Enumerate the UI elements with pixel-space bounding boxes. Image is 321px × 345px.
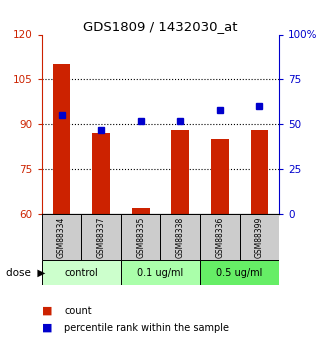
- Text: 0.5 ug/ml: 0.5 ug/ml: [216, 268, 263, 277]
- Bar: [200, 260, 279, 285]
- Bar: [160, 214, 200, 260]
- Text: GSM88336: GSM88336: [215, 217, 224, 258]
- Bar: [42, 214, 81, 260]
- Text: GSM88399: GSM88399: [255, 217, 264, 258]
- Bar: [211, 139, 229, 214]
- Bar: [42, 260, 121, 285]
- Text: GSM88337: GSM88337: [97, 217, 106, 258]
- Text: dose  ▶: dose ▶: [6, 268, 46, 277]
- Bar: [132, 208, 150, 214]
- Text: 0.1 ug/ml: 0.1 ug/ml: [137, 268, 184, 277]
- Text: ■: ■: [42, 323, 52, 333]
- Text: GSM88338: GSM88338: [176, 217, 185, 258]
- Bar: [251, 130, 268, 214]
- Bar: [171, 130, 189, 214]
- Bar: [81, 214, 121, 260]
- Text: GSM88334: GSM88334: [57, 217, 66, 258]
- Text: percentile rank within the sample: percentile rank within the sample: [64, 323, 229, 333]
- Bar: [240, 214, 279, 260]
- Text: ■: ■: [42, 306, 52, 315]
- Bar: [121, 260, 200, 285]
- Bar: [53, 65, 70, 214]
- Title: GDS1809 / 1432030_at: GDS1809 / 1432030_at: [83, 20, 238, 33]
- Text: count: count: [64, 306, 92, 315]
- Bar: [92, 133, 110, 214]
- Bar: [200, 214, 240, 260]
- Text: control: control: [65, 268, 98, 277]
- Text: GSM88335: GSM88335: [136, 217, 145, 258]
- Bar: [121, 214, 160, 260]
